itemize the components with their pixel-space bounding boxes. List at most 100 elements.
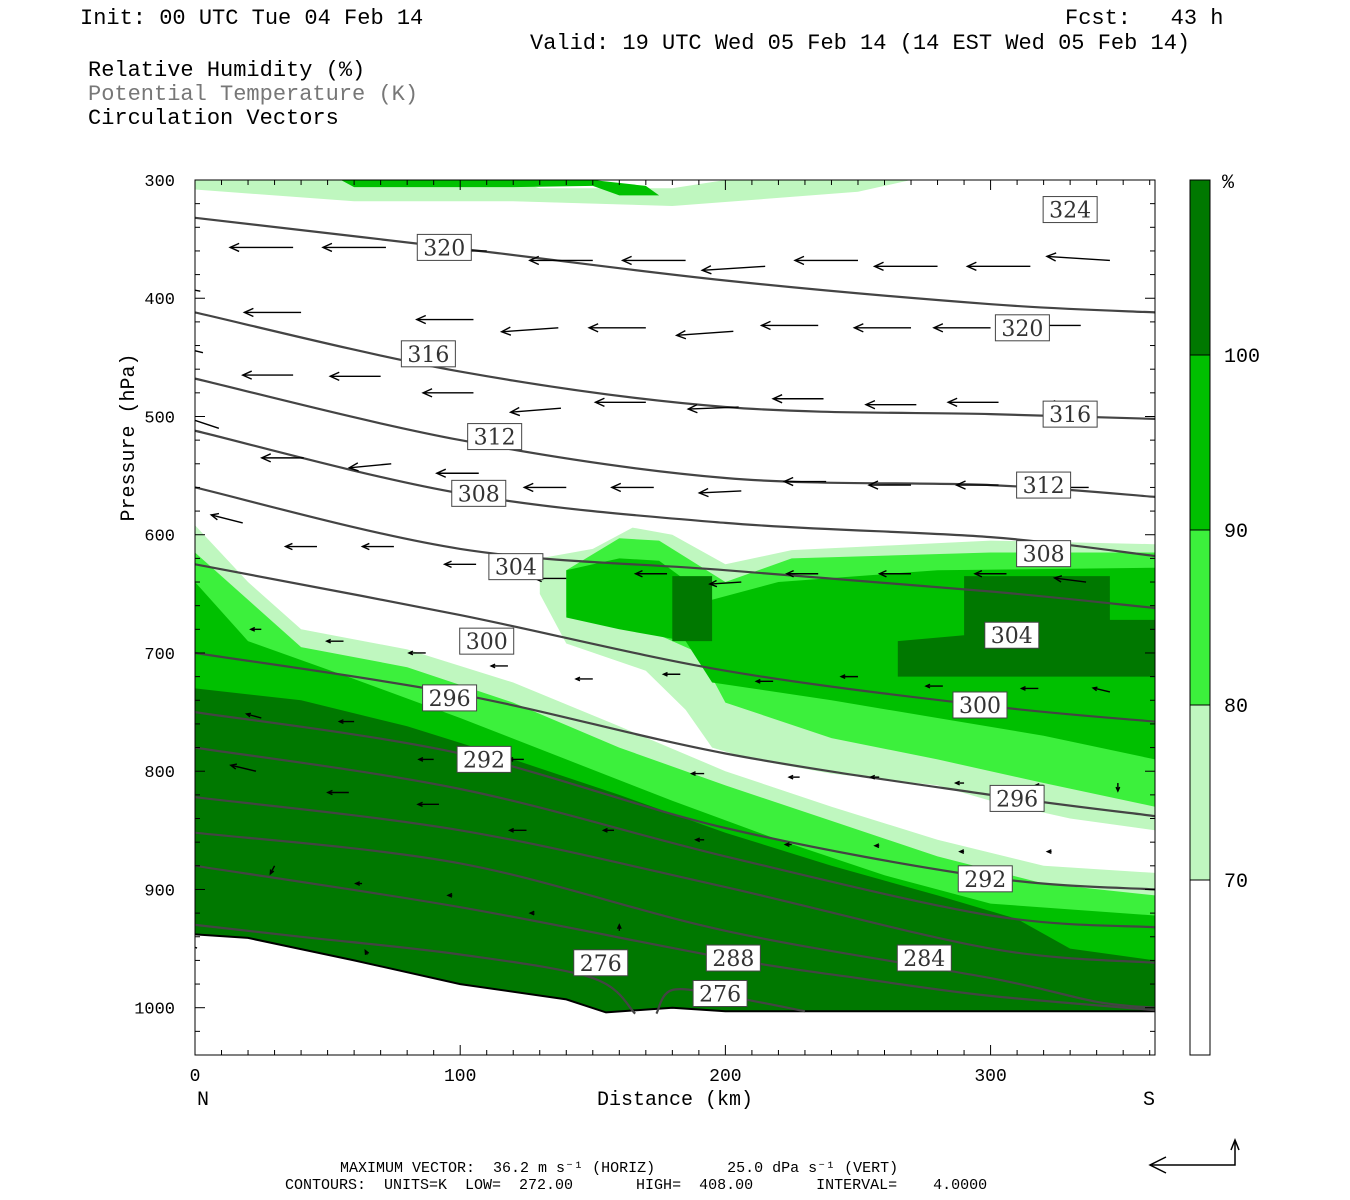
circulation-vector	[864, 399, 917, 410]
vector-head	[932, 323, 944, 333]
circulation-vector	[209, 512, 243, 524]
theta-label-box	[416, 233, 472, 261]
circulation-vector	[700, 265, 766, 275]
x-tick-label: 100	[444, 1067, 476, 1087]
vector-head	[633, 569, 643, 578]
circulation-vector	[269, 865, 276, 876]
theta-label-box	[488, 553, 544, 581]
theta-label-box	[400, 340, 456, 368]
circulation-vector	[1091, 686, 1111, 693]
vector-head	[867, 480, 879, 490]
circulation-vector	[228, 242, 294, 253]
vector-head	[283, 542, 293, 551]
theta-label: 308	[451, 479, 507, 507]
vector-head	[787, 774, 794, 780]
vector-head	[877, 569, 887, 578]
vector-head	[587, 323, 599, 333]
vector-head	[793, 255, 805, 266]
vector-head	[593, 397, 605, 407]
colorbar-label: 100	[1224, 346, 1260, 369]
circulation-vector	[326, 789, 349, 796]
theta-contour-316	[195, 377, 1155, 498]
circulation-vector	[958, 849, 965, 855]
circulation-vector	[260, 453, 304, 463]
circulation-vector	[195, 289, 201, 292]
reference-vector-horiz-head	[1148, 1156, 1167, 1174]
theta-label: 276	[692, 980, 748, 1008]
circulation-vector	[784, 569, 819, 578]
circulation-vector	[435, 468, 479, 478]
valid-time-label: Valid: 19 UTC Wed 05 Feb 14 (14 EST Wed …	[530, 31, 1191, 56]
rh-region-100	[672, 576, 713, 642]
vector-shaft	[1054, 577, 1087, 583]
circulation-vector	[867, 480, 912, 490]
circulation-vector	[946, 397, 999, 407]
vector-head	[700, 265, 712, 275]
theta-label-box	[456, 745, 512, 773]
vector-head	[864, 399, 876, 410]
theta-label-box	[957, 865, 1013, 893]
legend-potential-temperature: Potential Temperature (K)	[88, 82, 419, 107]
circulation-vector	[364, 948, 370, 955]
y-tick-label: 600	[144, 528, 175, 547]
theta-label-text: 296	[996, 787, 1038, 812]
theta-label: 292	[957, 865, 1013, 893]
south-label: S	[1143, 1089, 1155, 1112]
vector-shaft	[1046, 255, 1110, 262]
circulation-vector	[522, 482, 567, 493]
vector-head	[416, 801, 423, 808]
circulation-vector	[446, 892, 453, 898]
vector-shaft	[195, 419, 220, 429]
circulation-vector	[877, 569, 912, 578]
theta-label-text: 296	[429, 687, 471, 712]
circulation-vector	[965, 261, 1031, 272]
theta-contour-324	[195, 216, 1155, 314]
circulation-vector	[508, 406, 562, 417]
vector-head	[177, 413, 187, 421]
vector-shaft	[211, 514, 243, 524]
circulation-vector	[244, 712, 262, 719]
theta-label-box	[422, 684, 478, 712]
vector-head	[442, 560, 452, 569]
circulation-vector	[869, 774, 880, 780]
theta-label-box	[952, 691, 1008, 719]
vector-head	[522, 482, 534, 493]
vector-head	[610, 482, 622, 493]
colorbar-segment	[1190, 180, 1210, 355]
theta-label: 288	[705, 944, 761, 972]
circulation-vector	[1052, 575, 1087, 583]
vector-head	[244, 712, 252, 718]
rh-region-90	[340, 180, 660, 196]
circulation-vector	[1019, 686, 1039, 691]
vector-head	[965, 261, 977, 272]
circulation-vector	[325, 638, 344, 644]
vector-head	[872, 261, 884, 272]
colorbar-segment	[1190, 355, 1210, 530]
circulation-vector	[241, 370, 294, 380]
theta-label-text: 304	[991, 624, 1033, 649]
vector-head	[869, 774, 876, 780]
colorbar-unit: %	[1222, 172, 1235, 195]
theta-label-box	[692, 980, 748, 1008]
theta-label: 300	[952, 691, 1008, 719]
vector-head	[326, 789, 333, 796]
circulation-vector	[1115, 783, 1121, 793]
circulation-vector	[633, 569, 668, 578]
circulation-vector	[1045, 849, 1052, 855]
vector-head	[195, 946, 198, 951]
theta-contour-296	[195, 711, 1155, 891]
vector-head	[260, 453, 272, 463]
circulation-vector	[417, 756, 434, 762]
circulation-vector	[489, 663, 508, 669]
circulation-vector	[932, 323, 991, 333]
vector-head	[528, 255, 540, 266]
ground-mask	[195, 934, 1155, 1055]
vector-head	[946, 397, 958, 407]
vector-head	[446, 892, 453, 898]
theta-label-text: 288	[712, 947, 754, 972]
vector-shaft	[349, 463, 392, 469]
vector-head	[415, 314, 427, 325]
vector-head	[407, 650, 414, 656]
circulation-vector	[787, 774, 800, 780]
